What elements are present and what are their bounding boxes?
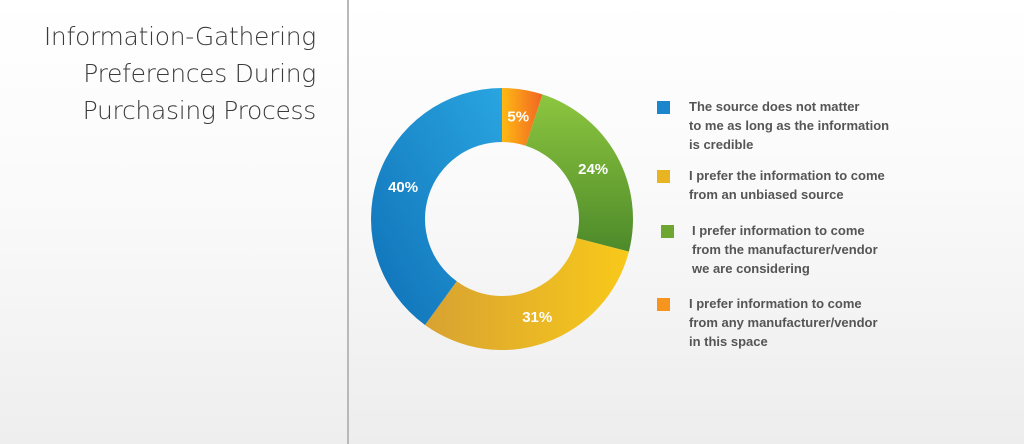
- legend-line: I prefer information to come: [692, 223, 865, 238]
- slice-value-label: 31%: [522, 309, 552, 326]
- legend-item-unbiased-source: I prefer the information to come from an…: [657, 166, 957, 204]
- legend-line: from any manufacturer/vendor: [689, 315, 878, 330]
- slice-value-label: 24%: [578, 161, 608, 178]
- legend-label: I prefer information to come from the ma…: [692, 221, 942, 278]
- chart-title: Information-Gathering Preferences During…: [0, 18, 316, 129]
- legend-label: The source does not matter to me as long…: [689, 97, 939, 154]
- legend-item-considered-vendor: I prefer information to come from the ma…: [657, 221, 957, 278]
- legend-swatch-orange: [657, 298, 670, 311]
- legend-swatch-green: [661, 225, 674, 238]
- donut-slice: [371, 88, 502, 325]
- donut-slice: [525, 94, 633, 252]
- legend-label: I prefer information to come from any ma…: [689, 294, 939, 351]
- donut-slice: [502, 88, 543, 146]
- title-line-3: Purchasing Process: [82, 96, 317, 125]
- legend-line: I prefer information to come: [689, 296, 862, 311]
- slice-value-label: 40%: [388, 179, 418, 196]
- legend-label: I prefer the information to come from an…: [689, 166, 939, 204]
- legend-swatch-blue: [657, 101, 670, 114]
- legend-line: to me as long as the information: [689, 118, 890, 133]
- legend-line: The source does not matter: [689, 99, 860, 114]
- legend-swatch-yellow: [657, 170, 670, 183]
- legend-item-credible-source: The source does not matter to me as long…: [657, 97, 957, 154]
- title-line-1: Information-Gathering: [43, 22, 316, 51]
- panel-divider: [347, 0, 349, 444]
- legend-line: from the manufacturer/vendor: [692, 242, 878, 257]
- title-line-2: Preferences During: [83, 59, 316, 88]
- legend-line: from an unbiased source: [689, 187, 844, 202]
- donut-slice: [425, 238, 629, 350]
- slice-value-label: 5%: [507, 108, 529, 125]
- legend-item-any-vendor: I prefer information to come from any ma…: [657, 294, 957, 351]
- chart-legend: The source does not matter to me as long…: [657, 97, 957, 351]
- legend-line: in this space: [689, 334, 768, 349]
- legend-line: we are considering: [692, 261, 810, 276]
- left-panel: [0, 0, 348, 444]
- donut-chart: 5% 24% 31% 40%: [371, 88, 633, 350]
- legend-line: is credible: [689, 137, 754, 152]
- legend-line: I prefer the information to come: [689, 168, 885, 183]
